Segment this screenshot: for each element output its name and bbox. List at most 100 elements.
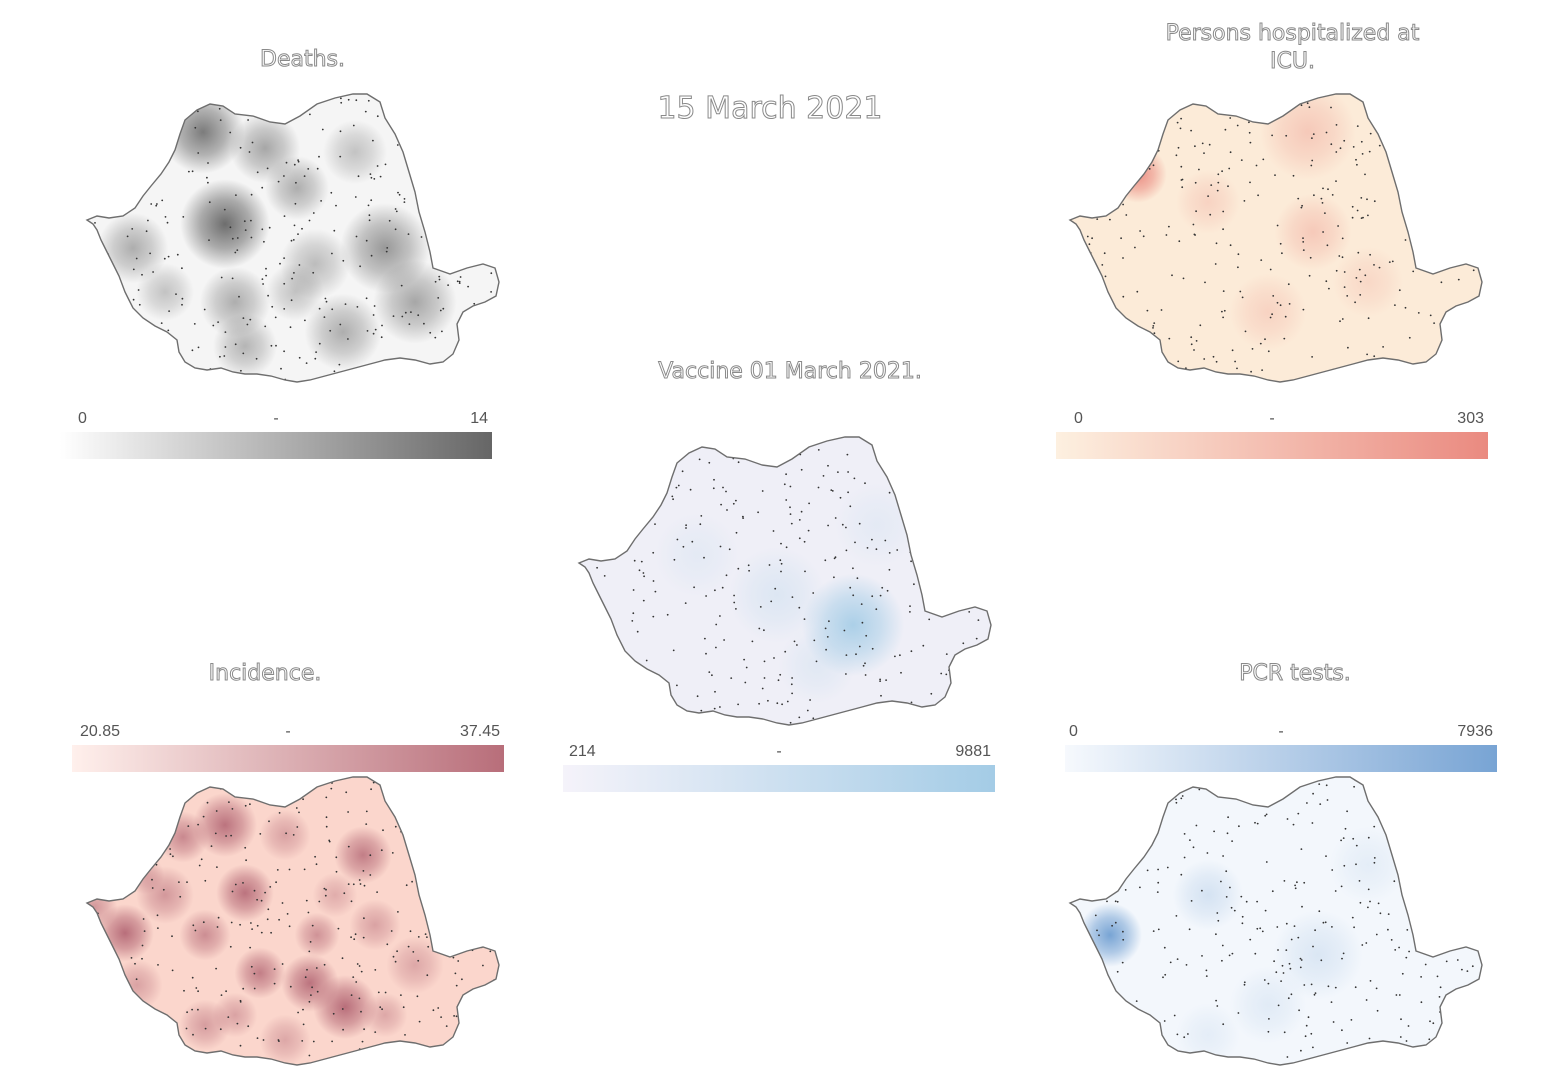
locality-point: [681, 713, 684, 715]
density-blob: [125, 855, 165, 895]
locality-point: [910, 560, 912, 563]
locality-point: [250, 965, 253, 968]
locality-point: [297, 1011, 299, 1014]
locality-point: [1090, 278, 1092, 281]
locality-point: [1432, 1022, 1435, 1025]
locality-point: [438, 218, 441, 221]
locality-point: [355, 99, 358, 102]
locality-point: [206, 176, 208, 179]
locality-point: [771, 443, 774, 445]
locality-point: [849, 505, 852, 508]
locality-point: [1146, 309, 1149, 312]
locality-point: [1237, 1012, 1240, 1014]
locality-point: [309, 941, 312, 943]
locality-point: [899, 654, 901, 657]
locality-point: [442, 307, 445, 310]
locality-point: [1121, 325, 1124, 328]
locality-point: [879, 680, 881, 682]
locality-point: [418, 1020, 421, 1023]
locality-point: [465, 1026, 468, 1029]
locality-point: [1116, 900, 1119, 903]
locality-point: [151, 343, 153, 345]
locality-point: [675, 486, 678, 489]
locality-point: [1287, 997, 1290, 1000]
locality-point: [235, 194, 237, 196]
locality-point: [910, 701, 913, 704]
locality-point: [456, 280, 459, 283]
locality-point: [1259, 342, 1262, 345]
locality-point: [208, 201, 211, 204]
locality-point: [774, 587, 777, 590]
locality-point: [1294, 887, 1297, 890]
locality-point: [354, 196, 357, 198]
locality-point: [744, 681, 747, 684]
locality-point: [956, 702, 959, 705]
locality-point: [708, 461, 711, 464]
locality-point: [448, 909, 450, 911]
locality-point: [488, 906, 491, 908]
locality-point: [1273, 960, 1275, 963]
locality-point: [1215, 999, 1217, 1002]
locality-point: [311, 986, 313, 989]
locality-point: [1139, 168, 1142, 171]
locality-point: [250, 219, 252, 222]
locality-point: [100, 783, 102, 786]
locality-point: [426, 814, 429, 817]
locality-point: [642, 572, 645, 574]
locality-point: [1369, 132, 1372, 135]
locality-point: [411, 880, 413, 883]
locality-point: [194, 929, 197, 932]
locality-point: [196, 778, 199, 781]
locality-point: [1144, 1035, 1147, 1038]
locality-point: [846, 453, 849, 456]
locality-point: [1092, 793, 1095, 795]
locality-point: [798, 606, 801, 609]
locality-point: [1103, 252, 1106, 255]
locality-point: [353, 938, 356, 941]
locality-point: [777, 679, 780, 682]
locality-point: [595, 555, 598, 558]
locality-point: [1249, 141, 1252, 144]
locality-point: [266, 167, 269, 170]
locality-point: [654, 590, 657, 593]
locality-point: [1119, 339, 1122, 342]
locality-point: [390, 930, 393, 932]
locality-point: [130, 957, 133, 959]
locality-point: [1377, 784, 1380, 787]
locality-point: [1162, 976, 1164, 979]
locality-point: [1201, 955, 1203, 957]
locality-point: [1362, 216, 1364, 219]
locality-point: [1373, 857, 1376, 859]
locality-point: [1367, 888, 1370, 891]
locality-point: [978, 568, 981, 571]
locality-point: [676, 538, 679, 541]
locality-point: [376, 165, 379, 167]
locality-point: [398, 193, 401, 196]
locality-point: [1286, 818, 1289, 820]
locality-point: [1422, 253, 1425, 256]
locality-point: [1375, 1058, 1377, 1061]
locality-point: [261, 278, 264, 280]
locality-point: [1466, 166, 1468, 169]
locality-point: [885, 679, 887, 681]
locality-point: [1263, 979, 1266, 981]
locality-point: [484, 120, 486, 123]
locality-point: [614, 444, 617, 447]
locality-point: [197, 1008, 199, 1011]
locality-point: [312, 212, 315, 214]
locality-point: [344, 303, 347, 305]
locality-point: [318, 342, 321, 345]
locality-point: [1397, 165, 1400, 168]
locality-point: [295, 807, 298, 809]
locality-point: [427, 945, 430, 948]
locality-point: [1336, 371, 1339, 374]
locality-point: [204, 879, 207, 882]
locality-point: [1079, 275, 1082, 278]
locality-point: [845, 673, 847, 675]
locality-point: [153, 841, 156, 843]
locality-point: [458, 280, 461, 283]
locality-point: [906, 464, 909, 467]
locality-point: [1311, 356, 1313, 358]
locality-point: [239, 1044, 242, 1047]
locality-point: [726, 509, 728, 511]
